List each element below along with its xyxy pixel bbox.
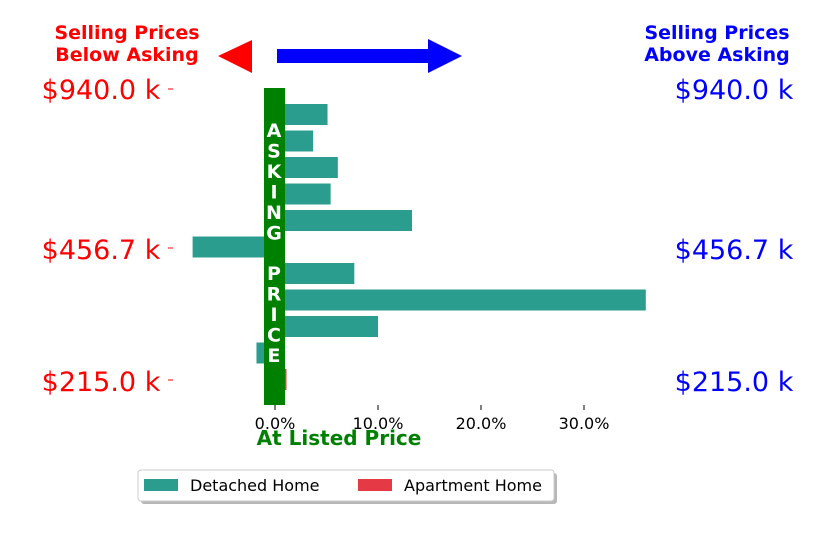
detached-bar: [275, 157, 338, 178]
asking-letter: I: [270, 182, 277, 204]
x-tick-label: 10.0%: [353, 414, 404, 433]
below-asking-title-line2: Below Asking: [55, 44, 198, 66]
legend: Detached Home Apartment Home: [137, 469, 557, 504]
legend-swatch-apartment: [358, 479, 392, 491]
asking-letter: N: [266, 202, 282, 224]
x-tick-label: 30.0%: [559, 414, 610, 433]
asking-letter: E: [268, 345, 281, 367]
asking-price-band: [264, 88, 285, 405]
asking-letter: P: [267, 263, 281, 285]
detached-bar: [275, 210, 412, 231]
detached-bar: [275, 104, 328, 125]
price-label-right-top: $940.0 k: [675, 75, 794, 106]
price-label-left-mid: $456.7 k: [42, 235, 161, 266]
x-axis-label: At Listed Price: [257, 426, 422, 450]
detached-bar: [275, 289, 646, 311]
x-axis: 0.0% 10.0% 20.0% 30.0%: [255, 405, 610, 433]
detached-bar: [275, 316, 378, 337]
price-label-right-bottom: $215.0 k: [675, 367, 794, 398]
detached-bar: [275, 263, 355, 284]
bars-layer: [192, 104, 646, 390]
above-asking-title-line1: Selling Prices: [644, 22, 789, 44]
price-label-left-bottom: $215.0 k: [42, 367, 161, 398]
asking-letter: A: [267, 120, 282, 142]
detached-bar: [192, 236, 275, 258]
asking-letter: C: [267, 325, 281, 347]
asking-letter: S: [267, 141, 281, 163]
below-asking-title-line1: Selling Prices: [54, 22, 199, 44]
detached-bar: [275, 183, 331, 205]
asking-letter: R: [267, 284, 282, 306]
price-label-right-mid: $456.7 k: [675, 235, 794, 266]
apartment-bar: [285, 369, 287, 390]
legend-swatch-detached: [144, 479, 178, 491]
x-tick-label: 20.0%: [456, 414, 507, 433]
price-label-left-top: $940.0 k: [42, 75, 161, 106]
x-tick-label: 0.0%: [255, 414, 296, 433]
asking-letter: G: [266, 223, 282, 245]
right-arrow-icon: [277, 39, 462, 73]
legend-label-apartment: Apartment Home: [404, 476, 542, 495]
legend-label-detached: Detached Home: [190, 476, 320, 495]
asking-letter: K: [267, 161, 283, 183]
above-asking-title-line2: Above Asking: [644, 44, 790, 66]
left-arrow-icon: [218, 40, 252, 73]
asking-letter: I: [270, 304, 277, 326]
